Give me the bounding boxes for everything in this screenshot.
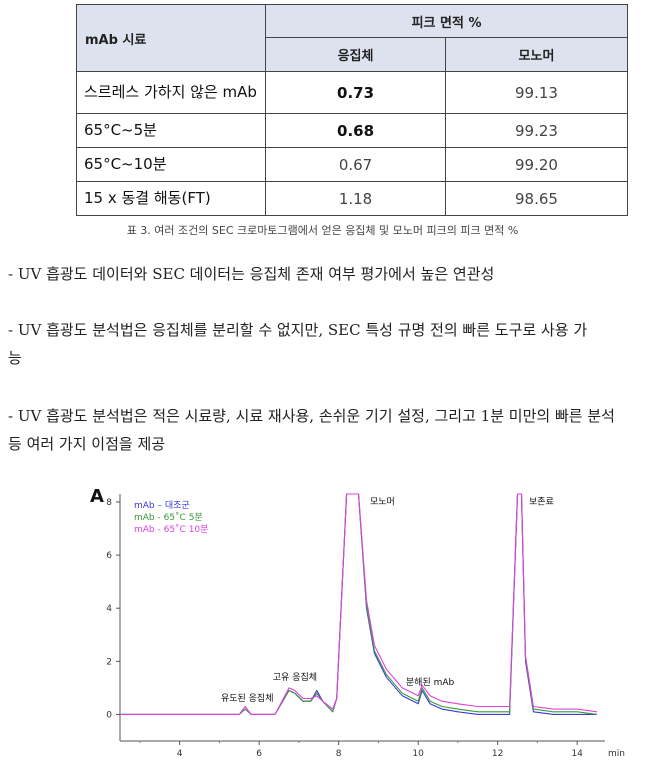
aggregate-cell: 0.68 <box>265 113 446 148</box>
table-row: 65°C~10분 0.67 99.20 <box>75 147 629 182</box>
peak-annotation: 유도된 응집체 <box>221 692 274 704</box>
table-caption: 표 3. 여러 조건의 SEC 크로마토그램에서 얻은 응집체 및 모노머 피크… <box>126 224 519 237</box>
sample-cell: 15 x 동결 해동(FT) <box>75 181 267 216</box>
panel-label: A <box>90 486 104 507</box>
series-line <box>120 493 598 715</box>
y-tick-label: 0 <box>106 710 112 720</box>
monomer-cell: 99.13 <box>444 71 629 114</box>
table-row: 65°C~5분 0.68 99.23 <box>75 113 629 148</box>
x-tick-label: 8 <box>336 749 342 759</box>
x-tick-label: 12 <box>492 749 503 759</box>
y-tick-label: 2 <box>106 657 112 667</box>
x-axis-label: min <box>608 749 625 759</box>
peak-annotation: 분해된 mAb <box>406 676 455 688</box>
legend-entry: mAb – 대조군 <box>134 500 190 511</box>
legend-entry: mAb - 65˚C 5분 <box>134 512 203 523</box>
sample-header: mAb 시료 <box>75 4 267 72</box>
aggregate-cell: 1.18 <box>265 181 446 216</box>
chromatogram-chart: A 4 6 8 10 12 14 min 0 2 4 6 8 mAb – 대조군 mAb - 65˚C 5… <box>0 486 645 761</box>
x-tick-label: 14 <box>571 749 583 759</box>
monomer-cell: 99.20 <box>444 147 629 182</box>
aggregate-cell: 0.67 <box>265 147 446 182</box>
legend-entry: mAb - 65˚C 10분 <box>134 524 208 535</box>
aggregate-cell: 0.73 <box>265 71 446 114</box>
monomer-cell: 99.23 <box>444 113 629 148</box>
bullet-3: - UV 흡광도 분석법은 적은 시료량, 시료 재사용, 손쉬운 기기 설정,… <box>8 407 615 453</box>
bullet-2: - UV 흡광도 분석법은 응집체를 분리할 수 없지만, SEC 특성 규명 … <box>8 321 588 367</box>
sample-cell: 65°C~5분 <box>75 113 267 148</box>
sample-cell: 스르레스 가하지 않은 mAb <box>75 71 267 114</box>
y-tick-label: 8 <box>106 498 112 508</box>
monomer-cell: 98.65 <box>444 181 629 216</box>
x-tick-label: 6 <box>256 749 262 759</box>
peak-area-table: mAb 시료 피크 면적 % 응집체 모노머 스르레스 가하지 않은 mAb 0… <box>75 4 629 216</box>
monomer-header: 모노머 <box>444 37 629 72</box>
table-row: 스르레스 가하지 않은 mAb 0.73 99.13 <box>75 71 629 114</box>
y-tick-label: 6 <box>106 551 112 561</box>
aggregate-header: 응집체 <box>265 37 446 72</box>
sample-cell: 65°C~10분 <box>75 147 267 182</box>
x-tick-label: 10 <box>412 749 424 759</box>
x-tick-label: 4 <box>177 749 183 759</box>
peak-annotation: 보존료 <box>529 497 554 508</box>
peak-annotation: 고유 응집체 <box>273 671 317 683</box>
peak-area-header: 피크 면적 % <box>265 4 628 38</box>
table-row: 15 x 동결 해동(FT) 1.18 98.65 <box>75 181 629 216</box>
bullet-1: - UV 흡광도 데이터와 SEC 데이터는 응집체 존재 여부 평가에서 높은… <box>8 265 495 283</box>
y-tick-label: 4 <box>106 604 112 614</box>
peak-annotation: 모노머 <box>370 497 395 508</box>
